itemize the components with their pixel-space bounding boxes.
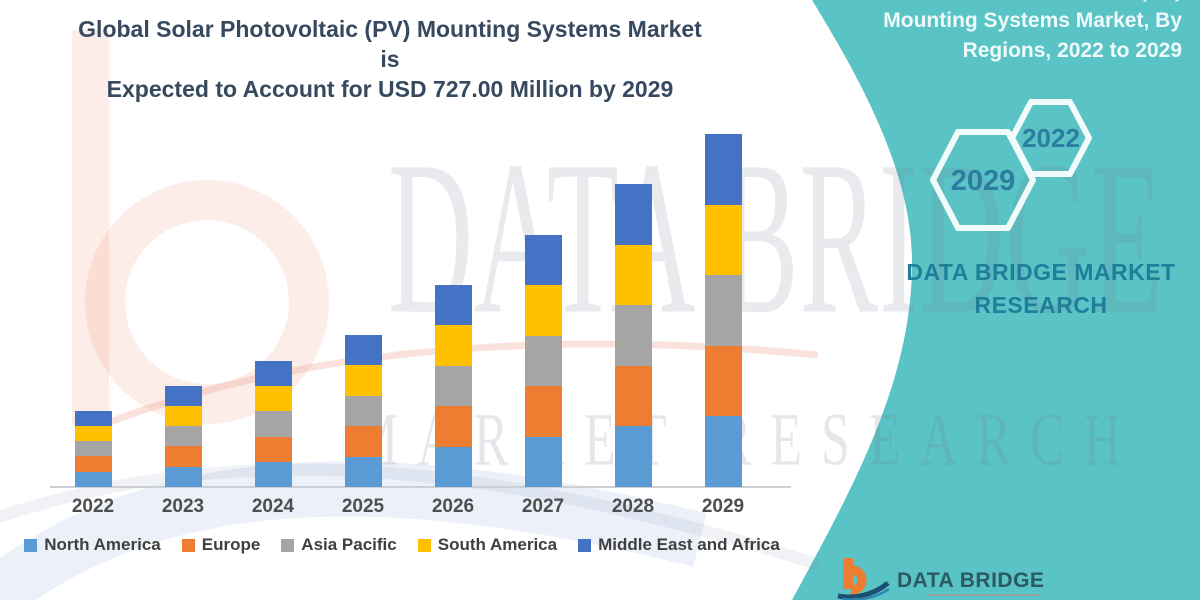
bar-segment-north-america — [435, 446, 472, 487]
footer-brand-underline — [928, 594, 1040, 596]
bar-segment-south-america — [435, 325, 472, 366]
legend-label: Europe — [201, 535, 261, 554]
bar-segment-north-america — [615, 426, 652, 487]
stacked-bar-2022 — [75, 410, 112, 487]
watermark-b-stem — [72, 30, 109, 425]
bar-segment-asia-pacific — [345, 395, 382, 426]
bar-segment-middle-east-and-africa — [435, 284, 472, 325]
panel-brand-line1: DATA BRIDGE MARKET — [906, 259, 1176, 285]
legend-swatch-icon — [578, 538, 592, 552]
x-axis-label-2027: 2027 — [521, 496, 565, 517]
legend-label: North America — [44, 535, 161, 554]
x-axis-label-2029: 2029 — [701, 496, 745, 517]
legend-swatch-icon — [281, 538, 295, 552]
bar-segment-south-america — [255, 386, 292, 412]
footer-brand-name: DATA BRIDGE — [897, 569, 1045, 592]
bar-segment-europe — [705, 345, 742, 417]
bar-segment-middle-east-and-africa — [705, 134, 742, 205]
panel-brand-text: DATA BRIDGE MARKET RESEARCH — [898, 256, 1184, 322]
bar-segment-europe — [435, 406, 472, 447]
x-axis-label-2025: 2025 — [341, 496, 385, 517]
chart-title-line1: Global Solar Photovoltaic (PV) Mounting … — [78, 16, 702, 72]
chart-title: Global Solar Photovoltaic (PV) Mounting … — [70, 14, 710, 104]
bar-segment-south-america — [525, 285, 562, 336]
legend-swatch-icon — [181, 538, 195, 552]
x-axis-label-2023: 2023 — [161, 496, 205, 517]
data-bridge-logo-icon — [837, 558, 890, 600]
bar-segment-europe — [525, 386, 562, 437]
legend-label: Middle East and Africa — [598, 535, 780, 554]
bar-segment-north-america — [165, 466, 202, 487]
bar-segment-asia-pacific — [705, 275, 742, 346]
bar-segment-middle-east-and-africa — [615, 184, 652, 245]
stacked-bar-2026 — [435, 284, 472, 487]
bar-segment-middle-east-and-africa — [255, 361, 292, 387]
bar-segment-middle-east-and-africa — [525, 234, 562, 285]
legend-swatch-icon — [417, 538, 431, 552]
watermark-blue-swoosh — [0, 461, 707, 600]
bar-segment-asia-pacific — [255, 411, 292, 437]
bar-segment-asia-pacific — [615, 305, 652, 366]
bar-segment-europe — [255, 436, 292, 462]
panel-heading-line2: Regions, 2022 to 2029 — [962, 39, 1182, 62]
bar-segment-south-america — [615, 244, 652, 306]
legend-item-north-america: North America — [24, 535, 161, 555]
bar-segment-north-america — [525, 436, 562, 487]
bar-segment-south-america — [345, 365, 382, 396]
bar-segment-europe — [75, 456, 112, 472]
panel-heading-line1: Mounting Systems Market, By — [883, 9, 1182, 32]
watermark-b-bowl — [85, 180, 329, 424]
stacked-bar-2023 — [165, 385, 202, 487]
bar-segment-middle-east-and-africa — [75, 410, 112, 426]
bar-segment-asia-pacific — [525, 335, 562, 386]
panel-heading: Mounting Systems Market, By Regions, 202… — [822, 6, 1182, 66]
stacked-bar-2025 — [345, 334, 382, 487]
bar-segment-europe — [345, 426, 382, 457]
legend-swatch-icon — [24, 538, 38, 552]
side-panel-shape — [792, 0, 1200, 600]
bar-segment-north-america — [705, 416, 742, 487]
x-axis-label-2022: 2022 — [71, 496, 115, 517]
bar-segment-europe — [165, 446, 202, 467]
bar-segment-asia-pacific — [75, 441, 112, 457]
stacked-bar-2028 — [615, 184, 652, 487]
bar-segment-south-america — [705, 204, 742, 276]
chart-legend: North America Europe Asia Pacific South Ame… — [24, 535, 780, 555]
legend-item-south-america: South America — [417, 535, 558, 555]
legend-item-europe: Europe — [181, 535, 261, 555]
bar-segment-asia-pacific — [435, 365, 472, 406]
x-axis-line — [50, 486, 791, 488]
watermark-gray-arc — [0, 463, 822, 571]
footer-brand-clipped-line: MARKET RESEARCH — [897, 597, 1050, 600]
stacked-bar-2029 — [705, 134, 742, 487]
legend-item-middle-east-and-africa: Middle East and Africa — [578, 535, 780, 555]
legend-item-asia-pacific: Asia Pacific — [281, 535, 397, 555]
bar-segment-south-america — [75, 425, 112, 442]
x-axis-label-2028: 2028 — [611, 496, 655, 517]
x-axis-label-2024: 2024 — [251, 496, 295, 517]
bar-segment-north-america — [75, 471, 112, 487]
bar-segment-north-america — [255, 461, 292, 487]
legend-label: South America — [437, 535, 558, 554]
bar-segment-south-america — [165, 405, 202, 427]
legend-label: Asia Pacific — [301, 535, 397, 554]
bar-segment-middle-east-and-africa — [165, 385, 202, 406]
bar-segment-europe — [615, 365, 652, 427]
panel-brand-line2: RESEARCH — [974, 292, 1108, 318]
bar-segment-asia-pacific — [165, 426, 202, 447]
stacked-bar-2024 — [255, 361, 292, 487]
bar-segment-middle-east-and-africa — [345, 334, 382, 365]
x-axis-label-2026: 2026 — [431, 496, 475, 517]
panel-heading-clipped-line: Global Solar Photovoltaic (PV) — [822, 0, 1182, 6]
bar-segment-north-america — [345, 456, 382, 487]
watermark-text-data-bridge: DATA BRIDGE — [388, 115, 1164, 360]
chart-title-line2: Expected to Account for USD 727.00 Milli… — [106, 76, 674, 102]
stacked-bar-2027 — [525, 234, 562, 487]
